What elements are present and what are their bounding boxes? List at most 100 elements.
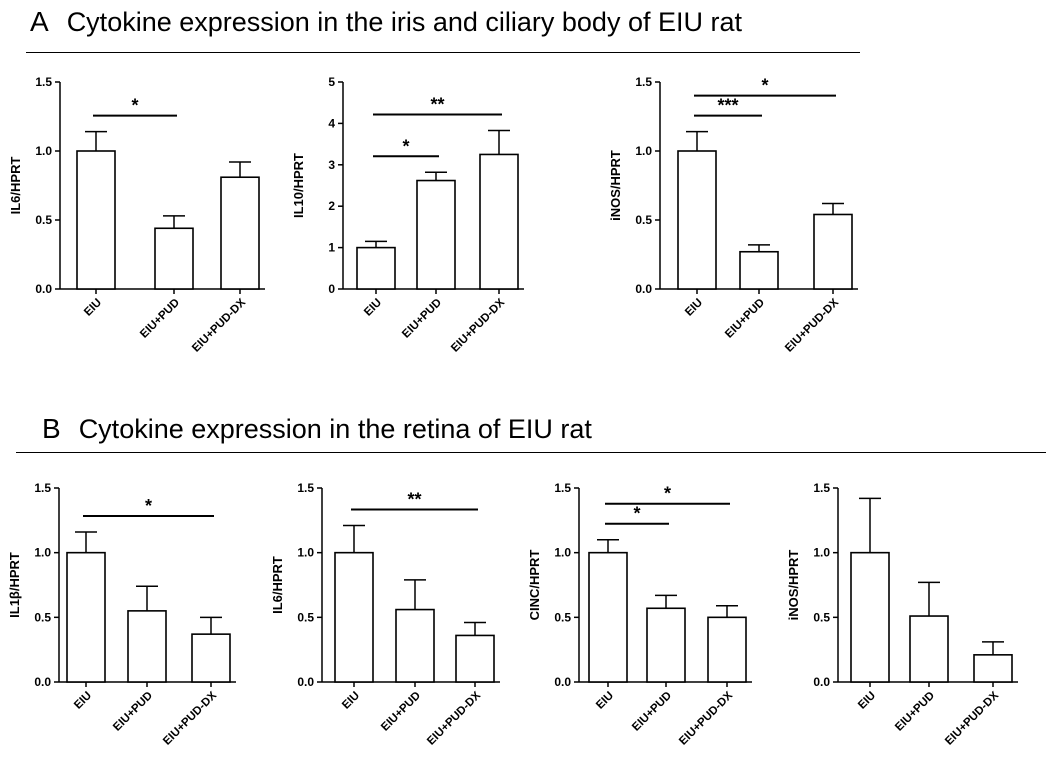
y-axis-label: IL6/HPRT <box>8 157 23 215</box>
y-axis-label: IL1β/HPRT <box>7 552 22 618</box>
significance-label: * <box>633 504 640 524</box>
bar-1 <box>850 551 890 683</box>
y-tick-label: 1.0 <box>35 144 52 158</box>
y-tick-label: 1.5 <box>297 481 314 495</box>
chart-1: 0.0 0.5 1.0 1.5 IL6/HPRT EIU EIU+PUD EIU+PUD-DX… <box>8 75 265 355</box>
y-tick-label: 0.0 <box>34 675 51 689</box>
category-label: EIU <box>340 690 362 712</box>
y-tick-label: 1 <box>328 241 335 255</box>
bar-1 <box>66 551 106 683</box>
y-axis-label: CINC/HPRT <box>527 550 542 621</box>
panel-b-rule <box>16 452 1046 453</box>
y-tick-label: 0.0 <box>813 675 830 689</box>
bar-3 <box>220 176 260 290</box>
category-label: EIU+PUD <box>893 690 937 734</box>
y-tick-label: 1.5 <box>34 481 51 495</box>
y-tick-label: 0.5 <box>35 213 52 227</box>
y-axis-label: iNOS/HPRT <box>786 550 801 621</box>
significance-label: * <box>145 496 152 516</box>
category-label: EIU+PUD-DX <box>425 689 483 747</box>
y-tick-label: 1.0 <box>813 546 830 560</box>
category-label: EIU <box>72 690 94 712</box>
significance-label: * <box>402 136 409 156</box>
y-tick-label: 0.5 <box>635 213 652 227</box>
y-tick-label: 1.5 <box>554 481 571 495</box>
category-label: EIU+PUD-DX <box>449 296 507 354</box>
y-axis-label: IL6/HPRT <box>270 556 285 614</box>
significance-label: * <box>131 96 138 116</box>
category-label: EIU+PUD-DX <box>161 689 219 747</box>
y-tick-label: 1.0 <box>34 546 51 560</box>
panel-a-title: Cytokine expression in the iris and cili… <box>66 7 742 37</box>
category-label: EIU <box>82 297 104 319</box>
bar-1 <box>76 150 116 290</box>
category-label: EIU <box>856 690 878 712</box>
category-label: EIU+PUD <box>138 297 182 341</box>
significance-label: * <box>761 76 768 96</box>
y-tick-label: 0.0 <box>297 675 314 689</box>
y-axis-label: IL10/HPRT <box>291 153 306 218</box>
y-tick-label: 0.0 <box>35 282 52 296</box>
significance-label: ** <box>430 94 444 114</box>
y-tick-label: 1.0 <box>635 144 652 158</box>
panel-a-heading: A Cytokine expression in the iris and ci… <box>30 6 742 38</box>
bar-2 <box>646 607 686 683</box>
panel-b-title: Cytokine expression in the retina of EIU… <box>78 414 592 444</box>
category-label: EIU <box>683 297 705 319</box>
bar-2 <box>154 227 194 290</box>
y-tick-label: 2 <box>328 199 335 213</box>
y-tick-label: 0 <box>328 282 335 296</box>
chart-3: 0.0 0.5 1.0 1.5 iNOS/HPRT EIU EIU+PUD EIU+PUD-D… <box>608 75 858 355</box>
panel-b-letter: B <box>42 413 61 444</box>
bar-2 <box>416 179 456 290</box>
category-label: EIU+PUD <box>723 297 767 341</box>
category-label: EIU+PUD-DX <box>677 689 735 747</box>
y-tick-label: 5 <box>328 75 335 89</box>
bar-2 <box>739 250 779 290</box>
chart-4: 0.0 0.5 1.0 1.5 IL1β/HPRT EIU EIU+PUD EIU+PUD-D… <box>7 481 236 748</box>
bar-3 <box>707 616 747 683</box>
bar-1 <box>677 150 717 290</box>
bar-3 <box>455 634 495 683</box>
chart-5: 0.0 0.5 1.0 1.5 IL6/HPRT EIU EIU+PUD EIU+PUD-DX… <box>270 481 500 748</box>
category-label: EIU+PUD <box>379 690 423 734</box>
category-label: EIU+PUD <box>400 297 444 341</box>
y-tick-label: 3 <box>328 158 335 172</box>
bar-3 <box>191 633 231 683</box>
y-tick-label: 0.0 <box>554 675 571 689</box>
y-tick-label: 0.5 <box>813 610 830 624</box>
significance-label: *** <box>717 96 738 116</box>
y-tick-label: 0.5 <box>297 610 314 624</box>
category-label: EIU+PUD-DX <box>783 296 841 354</box>
y-tick-label: 0.5 <box>34 610 51 624</box>
chart-6: 0.0 0.5 1.0 1.5 CINC/HPRT EIU EIU+PUD EIU+PUD-D… <box>527 481 752 748</box>
bar-1 <box>356 246 396 290</box>
chart-7: 0.0 0.5 1.0 1.5 iNOS/HPRT EIU EIU+PUD EIU+PUD-D… <box>786 481 1018 748</box>
y-tick-label: 0.5 <box>554 610 571 624</box>
category-label: EIU <box>594 690 616 712</box>
category-label: EIU+PUD-DX <box>943 689 1001 747</box>
y-tick-label: 1.5 <box>35 75 52 89</box>
y-tick-label: 4 <box>328 116 335 130</box>
category-label: EIU+PUD <box>111 690 155 734</box>
significance-label: * <box>664 484 671 504</box>
bar-1 <box>334 551 374 683</box>
category-label: EIU+PUD <box>630 690 674 734</box>
y-axis-label: iNOS/HPRT <box>608 150 623 221</box>
bar-1 <box>588 551 628 683</box>
category-label: EIU+PUD-DX <box>190 296 248 354</box>
bar-2 <box>395 608 435 683</box>
y-tick-label: 0.0 <box>635 282 652 296</box>
bar-3 <box>813 213 853 290</box>
significance-label: ** <box>407 490 421 510</box>
bar-2 <box>909 615 949 683</box>
bar-3 <box>479 153 519 290</box>
bar-2 <box>127 610 167 683</box>
bar-3 <box>973 654 1013 683</box>
y-tick-label: 1.5 <box>635 75 652 89</box>
panel-a-rule <box>26 52 860 53</box>
panel-b-heading: B Cytokine expression in the retina of E… <box>42 413 592 445</box>
y-tick-label: 1.5 <box>813 481 830 495</box>
